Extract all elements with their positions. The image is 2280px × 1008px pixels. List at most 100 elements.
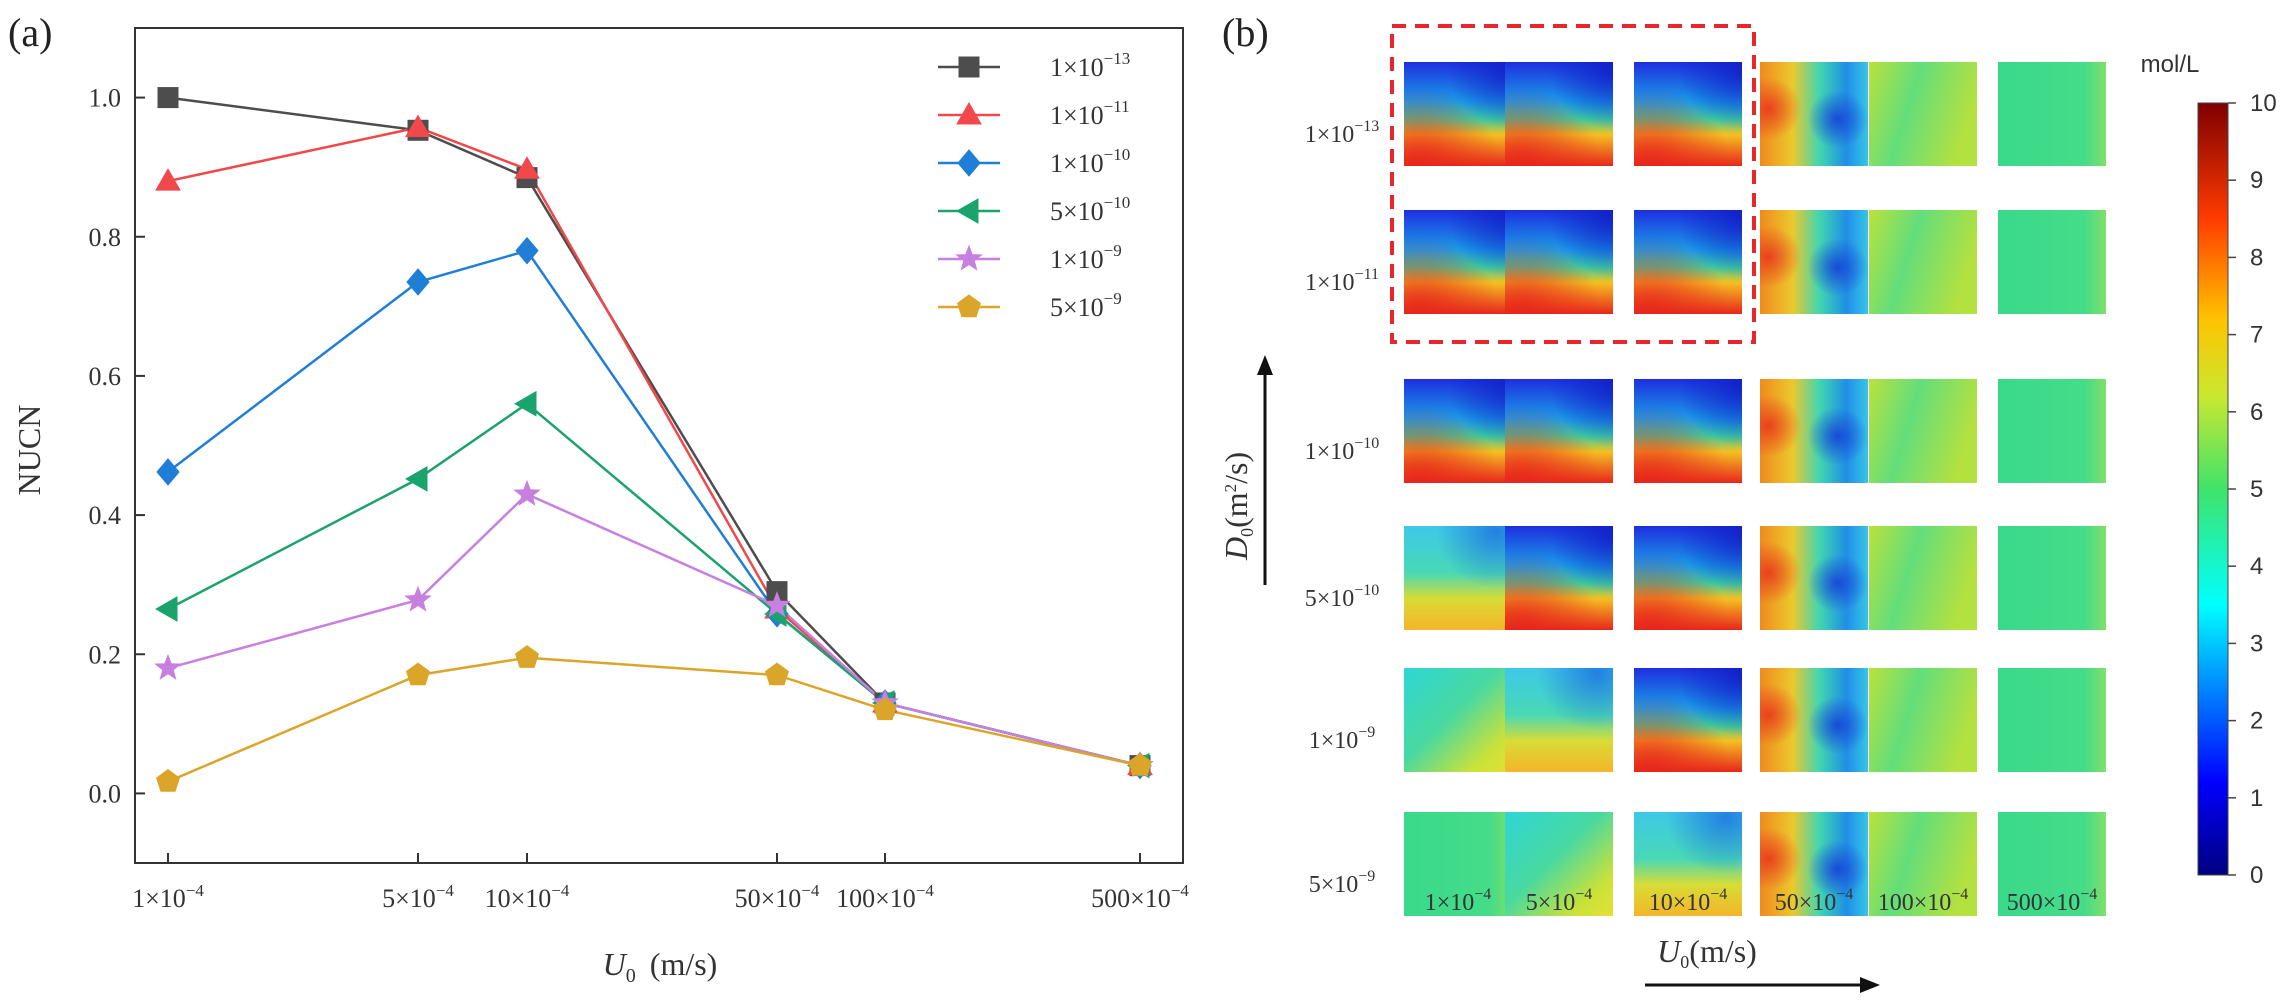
heatmap-cell <box>1760 210 1868 314</box>
data-point <box>406 662 430 686</box>
column-axis-arrow-head <box>1860 977 1880 993</box>
x-tick-label-base: 500×10 <box>1091 884 1171 913</box>
colorbar-tick-label: 6 <box>2250 399 2263 426</box>
heatmap-cell <box>1404 526 1512 630</box>
plot-frame <box>134 27 1184 864</box>
row-label-base: 1×10 <box>1305 122 1355 148</box>
column-label-exp: −4 <box>1474 886 1491 903</box>
heatmap-cell <box>1869 62 1977 166</box>
heatmap-cell <box>1998 526 2106 630</box>
column-label-base: 5×10 <box>1526 890 1576 916</box>
heatmap-cell <box>1634 526 1742 630</box>
x-tick-label: 10×10−4 <box>485 881 570 913</box>
heatmap-cell <box>1505 62 1613 166</box>
column-label-exp: −4 <box>1836 886 1853 903</box>
heatmap-cell <box>1998 812 2106 916</box>
data-point <box>405 114 431 138</box>
row-label-exp: −9 <box>1358 868 1375 885</box>
column-label-exp: −4 <box>1575 886 1592 903</box>
x-tick-label-exp: −4 <box>186 881 205 900</box>
row-label: 5×10−9 <box>1309 868 1376 898</box>
panel-b-label: (b) <box>1222 10 1269 55</box>
row-label-exp: −10 <box>1354 435 1379 452</box>
heatmap-cell <box>1404 62 1512 166</box>
data-point <box>155 168 181 191</box>
legend-marker <box>956 101 982 125</box>
legend-label: 1×10−9 <box>1050 241 1122 274</box>
row-axis-unit-exp: 2 <box>1221 484 1240 493</box>
x-tick-label-exp: −4 <box>436 881 455 900</box>
heatmap-cell <box>1404 379 1512 483</box>
row-label-exp: −13 <box>1354 118 1379 135</box>
column-axis-sub: 0 <box>1680 952 1689 972</box>
legend-label-exp: −9 <box>1104 241 1122 260</box>
heatmap-cell <box>1404 812 1512 916</box>
column-label-base: 10×10 <box>1649 890 1711 916</box>
heatmap-cell <box>1404 210 1512 314</box>
heatmap-cell <box>1998 210 2106 314</box>
column-label: 10×10−4 <box>1649 886 1728 916</box>
heatmap-cell <box>1869 812 1977 916</box>
data-point <box>514 156 540 179</box>
heatmap-cell <box>1404 668 1512 772</box>
heatmap-cell <box>1998 668 2106 772</box>
legend-marker <box>957 149 981 177</box>
legend-label: 1×10−10 <box>1050 145 1130 178</box>
panel-a-label: (a) <box>8 10 52 55</box>
column-label: 5×10−4 <box>1526 886 1593 916</box>
legend-label-base: 5×10 <box>1050 293 1104 322</box>
legend-label: 5×10−9 <box>1050 289 1122 322</box>
x-tick-label-base: 1×10 <box>132 884 186 913</box>
column-label: 50×10−4 <box>1775 886 1854 916</box>
colorbar-tick-label: 5 <box>2250 476 2263 503</box>
column-label-base: 50×10 <box>1775 890 1837 916</box>
column-label-exp: −4 <box>1951 886 1968 903</box>
x-tick-label: 1×10−4 <box>132 881 204 913</box>
column-axis-unit: (m/s) <box>1689 933 1757 969</box>
column-label-base: 1×10 <box>1425 890 1475 916</box>
column-label-exp: −4 <box>2080 886 2097 903</box>
data-point <box>406 268 430 296</box>
legend-label-exp: −13 <box>1104 49 1131 68</box>
heatmap-cell <box>1760 379 1868 483</box>
legend-label: 1×10−11 <box>1050 97 1130 130</box>
heatmap-cell <box>1505 812 1613 916</box>
row-axis-arrow-head <box>1257 355 1273 375</box>
legend-label: 1×10−13 <box>1050 49 1130 82</box>
legend-label-exp: −10 <box>1104 145 1131 164</box>
series-line <box>167 249 1141 767</box>
colorbar-tick-label: 0 <box>2250 862 2263 889</box>
heatmap-cell <box>1869 379 1977 483</box>
row-axis-symbol: D <box>1218 537 1254 561</box>
x-tick-label-exp: −4 <box>1171 881 1190 900</box>
row-axis-sub: 0 <box>1237 528 1257 537</box>
y-tick-label: 0.8 <box>89 223 122 252</box>
data-point <box>154 653 182 680</box>
legend-label-base: 1×10 <box>1050 53 1104 82</box>
data-point <box>157 87 179 109</box>
legend-marker <box>958 56 980 78</box>
series-lines <box>167 96 1141 783</box>
row-label-base: 1×10 <box>1305 270 1355 296</box>
data-point <box>513 479 541 506</box>
data-point <box>763 591 791 618</box>
y-tick-label: 0.2 <box>89 640 122 669</box>
heatmap-cell <box>1634 668 1742 772</box>
x-tick-label-exp: −4 <box>551 881 570 900</box>
y-axis: 0.0 0.2 0.4 0.6 0.8 1.0 <box>89 84 145 808</box>
heatmap-cell <box>1505 210 1613 314</box>
row-label: 1×10−11 <box>1305 266 1379 296</box>
row-label-base: 5×10 <box>1305 586 1355 612</box>
heatmap-cell <box>1869 210 1977 314</box>
data-point <box>404 466 428 492</box>
x-axis: 1×10−4 5×10−4 10×10−4 50×10−4 100×10−4 500×10… <box>132 853 1189 913</box>
x-tick-label-exp: −4 <box>916 881 935 900</box>
data-point <box>156 768 180 792</box>
column-label-base: 500×10 <box>2007 890 2081 916</box>
data-point <box>515 645 539 668</box>
row-labels: 1×10−131×10−111×10−105×10−101×10−95×10−9 <box>1305 118 1380 898</box>
heatmap-cell <box>1760 812 1868 916</box>
legend-label: 5×10−10 <box>1050 193 1130 226</box>
legend-marker <box>955 198 979 224</box>
